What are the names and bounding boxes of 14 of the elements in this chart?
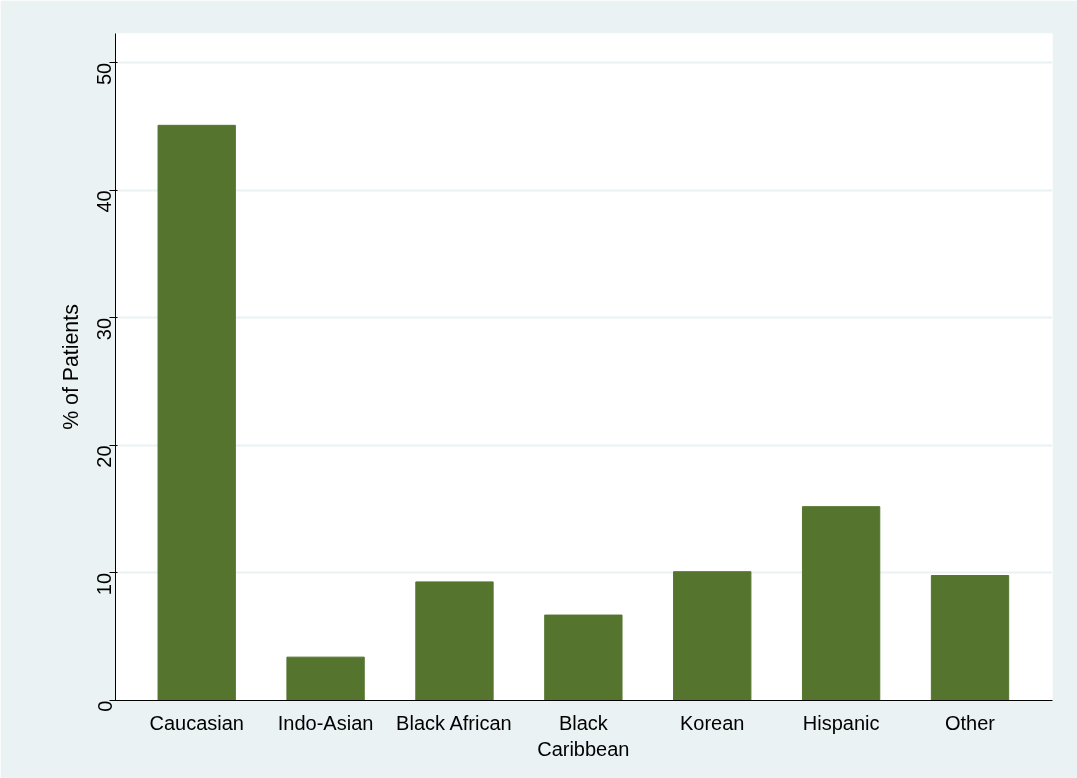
x-tick-label: Other xyxy=(945,711,996,734)
y-axis-title: % of Patients xyxy=(58,304,83,430)
x-tick-label: Black Caribbean xyxy=(537,711,630,760)
y-tick-label: 40 xyxy=(93,190,116,213)
y-tick-label: 30 xyxy=(93,317,116,341)
y-tick-label: 20 xyxy=(93,445,116,468)
x-tick-label: Black African xyxy=(396,711,512,734)
x-tick-label: Hispanic xyxy=(802,711,880,734)
x-tick-label: Caucasian xyxy=(149,711,244,734)
y-tick-label: 0 xyxy=(93,700,116,712)
y-tick-label: 50 xyxy=(93,62,116,86)
x-tick-label: Indo-Asian xyxy=(277,711,374,734)
y-tick-label: 10 xyxy=(93,572,116,596)
x-tick-label: Korean xyxy=(680,711,745,734)
